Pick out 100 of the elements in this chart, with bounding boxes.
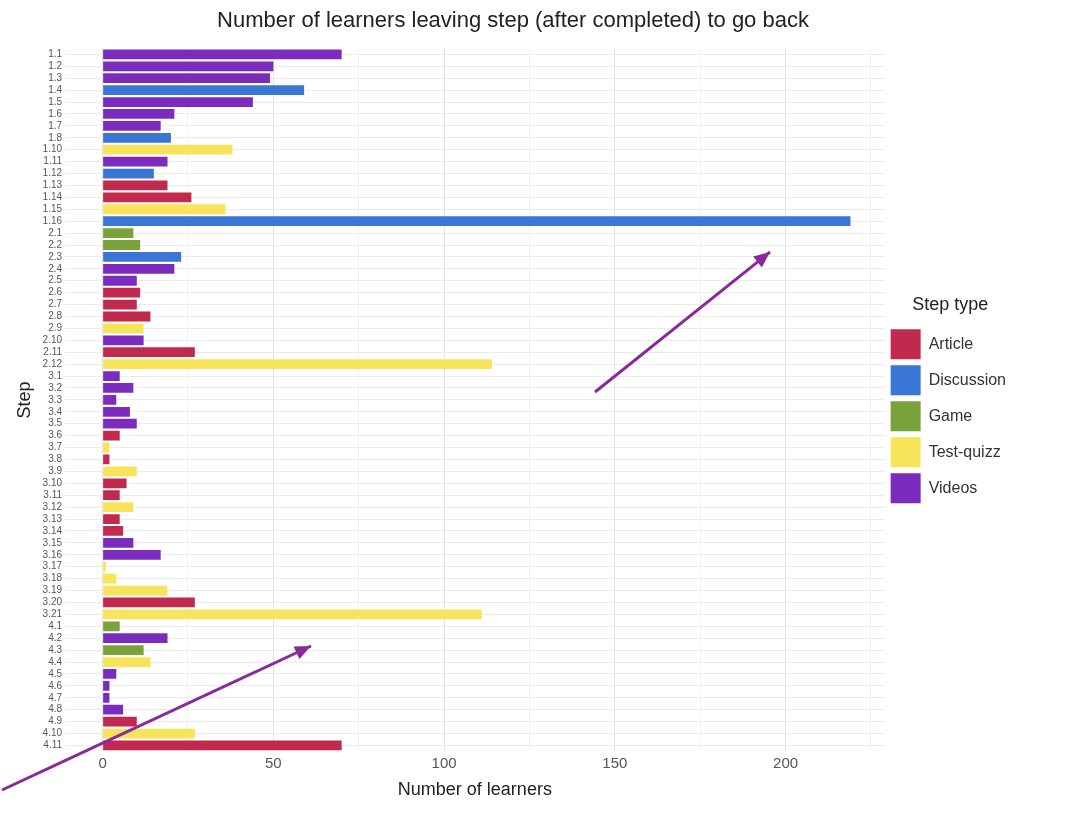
y-tick-label: 4.11 bbox=[43, 739, 63, 751]
legend-label: Article bbox=[928, 334, 974, 352]
bar bbox=[103, 383, 134, 393]
bar bbox=[103, 645, 144, 656]
bar bbox=[103, 252, 182, 262]
y-tick-label: 4.1 bbox=[48, 620, 63, 632]
y-tick-label: 3.15 bbox=[42, 536, 63, 548]
bar bbox=[103, 716, 137, 727]
bar bbox=[103, 275, 137, 286]
y-tick-label: 1.2 bbox=[48, 60, 63, 72]
bar bbox=[103, 573, 117, 584]
y-tick-label: 1.3 bbox=[48, 71, 63, 83]
bar bbox=[103, 538, 134, 548]
y-tick-label: 1.1 bbox=[48, 48, 63, 60]
bar bbox=[103, 49, 342, 60]
bar bbox=[103, 192, 192, 203]
bar bbox=[103, 561, 107, 572]
y-tick-label: 4.10 bbox=[42, 727, 63, 739]
bar bbox=[103, 597, 195, 608]
y-tick-label: 4.8 bbox=[48, 703, 63, 715]
y-tick-label: 3.6 bbox=[48, 429, 63, 441]
y-tick-label: 4.6 bbox=[48, 679, 63, 691]
bar bbox=[103, 61, 274, 72]
y-tick-label: 1.10 bbox=[42, 143, 63, 155]
y-tick-label: 3.10 bbox=[42, 477, 63, 489]
y-tick-label: 4.9 bbox=[48, 715, 63, 727]
bar bbox=[103, 692, 110, 703]
y-tick-label: 2.1 bbox=[48, 226, 63, 238]
bar bbox=[103, 395, 117, 405]
bar bbox=[103, 657, 151, 667]
bar bbox=[103, 669, 117, 679]
bar bbox=[103, 180, 168, 191]
y-tick-label: 3.2 bbox=[48, 381, 63, 393]
y-tick-label: 3.13 bbox=[42, 512, 63, 524]
bar bbox=[103, 740, 342, 751]
y-tick-label: 2.5 bbox=[48, 274, 63, 286]
legend-label: Videos bbox=[928, 478, 978, 496]
bar bbox=[103, 311, 151, 322]
y-tick-label: 3.5 bbox=[48, 417, 63, 429]
y-tick-label: 2.8 bbox=[48, 310, 63, 322]
bar bbox=[103, 621, 120, 632]
x-tick-label: 0 bbox=[98, 753, 107, 771]
y-tick-label: 2.11 bbox=[43, 345, 63, 357]
bar bbox=[103, 430, 120, 441]
bar bbox=[103, 526, 124, 536]
legend-label: Test-quizz bbox=[928, 442, 1001, 460]
y-tick-label: 2.7 bbox=[48, 298, 63, 310]
y-tick-label: 1.12 bbox=[42, 167, 63, 179]
y-tick-label: 1.4 bbox=[48, 83, 63, 95]
y-tick-label: 1.11 bbox=[43, 155, 63, 167]
bar bbox=[103, 609, 482, 620]
bar bbox=[103, 156, 168, 167]
bar bbox=[103, 466, 137, 477]
bar bbox=[103, 97, 253, 107]
bar bbox=[103, 704, 124, 715]
y-tick-label: 3.4 bbox=[48, 405, 63, 417]
y-tick-label: 3.16 bbox=[42, 548, 63, 560]
y-tick-label: 3.3 bbox=[48, 393, 63, 405]
y-tick-label: 2.6 bbox=[48, 286, 63, 298]
y-tick-label: 3.17 bbox=[42, 560, 63, 572]
y-tick-label: 4.3 bbox=[48, 643, 63, 655]
bar bbox=[103, 73, 270, 84]
bar bbox=[103, 85, 305, 95]
y-tick-label: 1.8 bbox=[48, 131, 63, 143]
y-tick-label: 1.14 bbox=[42, 191, 63, 203]
y-tick-label: 4.2 bbox=[48, 631, 63, 643]
bar bbox=[103, 204, 226, 215]
bar bbox=[103, 228, 134, 238]
legend-title: Step type bbox=[912, 293, 989, 314]
y-tick-label: 3.18 bbox=[42, 572, 63, 584]
legend-label: Discussion bbox=[928, 370, 1006, 388]
bar bbox=[103, 168, 154, 179]
bar bbox=[103, 299, 137, 310]
y-tick-label: 3.19 bbox=[42, 584, 63, 596]
y-tick-label: 1.16 bbox=[42, 214, 63, 226]
y-tick-label: 1.13 bbox=[42, 179, 63, 191]
y-tick-label: 3.12 bbox=[42, 500, 63, 512]
x-tick-label: 50 bbox=[265, 753, 282, 771]
y-tick-label: 4.5 bbox=[48, 667, 63, 679]
bar bbox=[103, 144, 233, 155]
legend-label: Game bbox=[928, 406, 973, 424]
y-tick-label: 3.9 bbox=[48, 465, 63, 477]
bar bbox=[103, 406, 130, 417]
bar bbox=[103, 478, 127, 489]
bar bbox=[103, 287, 141, 298]
bar bbox=[103, 633, 168, 644]
bar bbox=[103, 549, 161, 560]
bar bbox=[103, 120, 161, 131]
y-tick-label: 3.21 bbox=[42, 608, 63, 620]
y-tick-label: 2.4 bbox=[48, 262, 63, 274]
bar bbox=[103, 240, 141, 250]
y-tick-label: 1.7 bbox=[48, 119, 63, 131]
y-tick-label: 3.14 bbox=[42, 524, 63, 536]
x-tick-label: 100 bbox=[431, 753, 457, 771]
y-tick-label: 2.9 bbox=[48, 322, 63, 334]
y-tick-label: 2.12 bbox=[42, 357, 63, 369]
bar bbox=[103, 216, 851, 227]
bar bbox=[103, 490, 120, 501]
y-tick-label: 2.10 bbox=[42, 334, 63, 346]
chart-title: Number of learners leaving step (after completed) to go back bbox=[217, 7, 810, 33]
